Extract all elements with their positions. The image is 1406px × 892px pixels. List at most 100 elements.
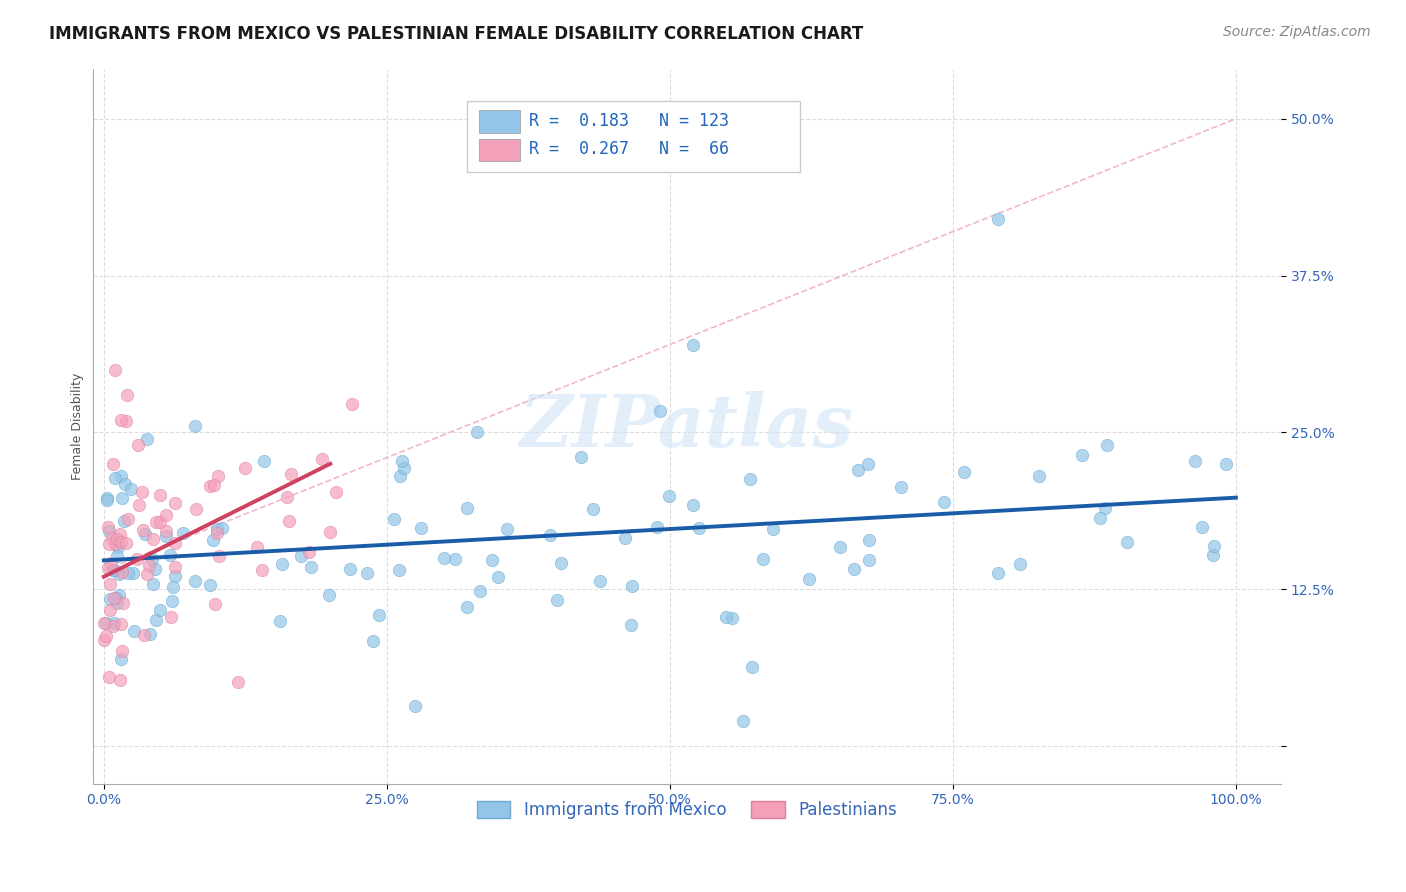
Point — [689, 521, 711, 535]
Point — [184, 501, 207, 516]
Point — [108, 566, 131, 581]
Point — [98, 603, 121, 617]
Point — [842, 562, 865, 576]
Point — [142, 577, 165, 591]
Point — [392, 460, 415, 475]
Point — [456, 501, 478, 516]
Point — [433, 551, 456, 566]
Point — [108, 588, 131, 602]
Point — [198, 479, 221, 493]
Point — [1204, 539, 1226, 553]
Point — [97, 524, 120, 538]
Point — [1184, 453, 1206, 467]
Point — [104, 591, 127, 606]
Point — [858, 457, 880, 471]
Point — [110, 413, 132, 427]
Point — [388, 469, 411, 483]
Point — [143, 562, 166, 576]
Point — [714, 610, 737, 624]
Point — [388, 563, 411, 577]
Point — [741, 660, 763, 674]
Point — [122, 624, 145, 638]
Point — [299, 559, 322, 574]
Point — [271, 558, 294, 572]
Point — [97, 561, 120, 575]
Text: R =  0.267   N =  66: R = 0.267 N = 66 — [529, 140, 728, 159]
Text: R =  0.183   N = 123: R = 0.183 N = 123 — [529, 112, 728, 129]
Point — [987, 212, 1010, 227]
Point — [93, 632, 115, 647]
Text: IMMIGRANTS FROM MEXICO VS PALESTINIAN FEMALE DISABILITY CORRELATION CHART: IMMIGRANTS FROM MEXICO VS PALESTINIAN FE… — [49, 25, 863, 43]
Y-axis label: Female Disability: Female Disability — [72, 373, 84, 480]
Point — [125, 551, 148, 566]
Point — [481, 553, 503, 567]
Point — [1028, 469, 1050, 483]
Point — [111, 565, 134, 579]
Point — [953, 465, 976, 479]
Point — [112, 596, 135, 610]
Point — [252, 563, 274, 577]
Point — [276, 491, 298, 505]
Point — [104, 362, 127, 376]
Point — [101, 457, 124, 471]
Point — [172, 525, 194, 540]
Point — [495, 522, 517, 536]
Point — [582, 501, 605, 516]
Point — [280, 467, 302, 481]
Point — [290, 549, 312, 563]
Point — [94, 630, 117, 644]
Point — [155, 524, 177, 539]
Point — [97, 670, 120, 684]
Point — [339, 561, 361, 575]
Point — [128, 498, 150, 512]
Point — [114, 414, 136, 428]
Point — [184, 418, 207, 433]
Point — [162, 594, 184, 608]
Point — [134, 526, 156, 541]
Point — [108, 673, 131, 688]
Point — [658, 489, 681, 503]
Point — [105, 596, 128, 610]
Point — [890, 480, 912, 494]
Point — [103, 563, 125, 577]
Point — [207, 468, 229, 483]
Point — [233, 461, 256, 475]
Point — [155, 508, 177, 522]
Point — [467, 425, 489, 440]
Point — [100, 531, 122, 545]
Point — [486, 570, 509, 584]
Point — [797, 572, 820, 586]
Point — [112, 515, 135, 529]
Legend: Immigrants from Mexico, Palestinians: Immigrants from Mexico, Palestinians — [471, 794, 904, 825]
Point — [162, 580, 184, 594]
Point — [682, 337, 704, 351]
Point — [318, 588, 340, 602]
Point — [138, 627, 160, 641]
Point — [163, 495, 186, 509]
Point — [614, 532, 637, 546]
Point — [620, 580, 643, 594]
Point — [538, 528, 561, 542]
Text: Source: ZipAtlas.com: Source: ZipAtlas.com — [1223, 25, 1371, 39]
Point — [184, 574, 207, 588]
Point — [97, 537, 120, 551]
Point — [155, 529, 177, 543]
Point — [127, 438, 149, 452]
Point — [589, 574, 612, 589]
Point — [97, 520, 120, 534]
Point — [111, 491, 134, 505]
Point — [104, 471, 127, 485]
FancyBboxPatch shape — [467, 101, 800, 172]
Point — [828, 540, 851, 554]
Point — [202, 477, 225, 491]
Point — [117, 566, 139, 580]
Point — [93, 616, 115, 631]
Point — [731, 714, 754, 728]
Point — [149, 603, 172, 617]
Point — [682, 498, 704, 512]
Point — [648, 403, 671, 417]
Point — [103, 615, 125, 630]
Point — [762, 522, 785, 536]
Point — [107, 540, 129, 554]
Point — [319, 524, 342, 539]
